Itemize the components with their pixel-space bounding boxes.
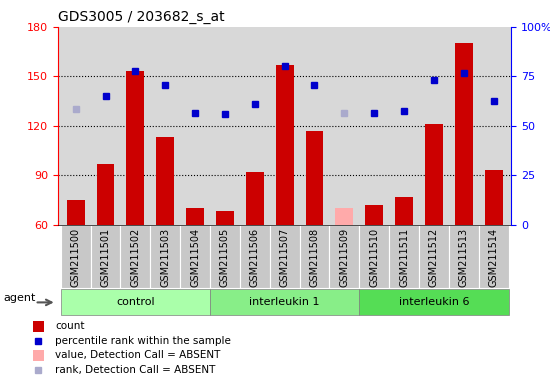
Bar xyxy=(305,131,323,225)
Bar xyxy=(336,208,353,225)
FancyBboxPatch shape xyxy=(359,290,509,315)
Bar xyxy=(180,225,210,288)
Bar xyxy=(419,225,449,288)
Text: GSM211514: GSM211514 xyxy=(488,228,499,287)
Bar xyxy=(389,225,419,288)
Text: GSM211512: GSM211512 xyxy=(429,228,439,287)
Bar xyxy=(329,225,359,288)
Text: agent: agent xyxy=(3,293,35,303)
Bar xyxy=(276,65,294,225)
Bar xyxy=(300,225,329,288)
Bar xyxy=(186,208,204,225)
Text: GSM211504: GSM211504 xyxy=(190,228,200,287)
Bar xyxy=(216,212,234,225)
Bar xyxy=(425,124,443,225)
Bar xyxy=(240,225,270,288)
Bar xyxy=(395,197,413,225)
Bar xyxy=(449,225,478,288)
Bar xyxy=(210,225,240,288)
Text: interleukin 6: interleukin 6 xyxy=(399,297,469,307)
Text: interleukin 1: interleukin 1 xyxy=(249,297,320,307)
Text: percentile rank within the sample: percentile rank within the sample xyxy=(56,336,231,346)
Bar xyxy=(455,43,472,225)
Text: GDS3005 / 203682_s_at: GDS3005 / 203682_s_at xyxy=(58,10,224,25)
Bar xyxy=(478,225,509,288)
Text: GSM211505: GSM211505 xyxy=(220,228,230,287)
Text: GSM211507: GSM211507 xyxy=(279,228,290,287)
Bar xyxy=(359,225,389,288)
Text: GSM211510: GSM211510 xyxy=(369,228,379,287)
Text: GSM211500: GSM211500 xyxy=(70,228,81,287)
Text: GSM211503: GSM211503 xyxy=(160,228,170,287)
FancyBboxPatch shape xyxy=(210,290,359,315)
Text: value, Detection Call = ABSENT: value, Detection Call = ABSENT xyxy=(56,351,221,361)
Text: GSM211506: GSM211506 xyxy=(250,228,260,287)
Text: GSM211501: GSM211501 xyxy=(101,228,111,287)
Text: GSM211502: GSM211502 xyxy=(130,228,140,287)
Bar xyxy=(485,170,503,225)
Text: GSM211513: GSM211513 xyxy=(459,228,469,287)
FancyBboxPatch shape xyxy=(60,290,210,315)
Text: GSM211509: GSM211509 xyxy=(339,228,349,287)
Bar xyxy=(365,205,383,225)
Bar xyxy=(156,137,174,225)
Bar xyxy=(270,225,300,288)
Bar xyxy=(126,71,144,225)
Text: rank, Detection Call = ABSENT: rank, Detection Call = ABSENT xyxy=(56,365,216,375)
Bar xyxy=(246,172,264,225)
Bar xyxy=(67,200,85,225)
Bar xyxy=(150,225,180,288)
Bar xyxy=(120,225,150,288)
Text: count: count xyxy=(56,321,85,331)
Bar xyxy=(32,349,43,361)
Text: control: control xyxy=(116,297,155,307)
Bar xyxy=(97,164,114,225)
Bar xyxy=(91,225,120,288)
Bar xyxy=(60,225,91,288)
Bar xyxy=(32,320,43,332)
Text: GSM211508: GSM211508 xyxy=(310,228,320,287)
Text: GSM211511: GSM211511 xyxy=(399,228,409,287)
